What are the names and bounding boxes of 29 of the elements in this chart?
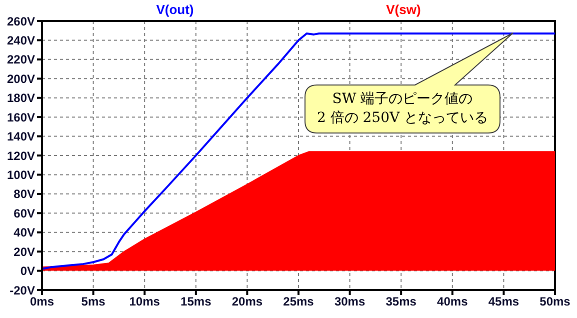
x-tick-label: 45ms <box>488 294 520 309</box>
x-tick-label: 25ms <box>283 294 314 309</box>
y-tick-label: 100V <box>6 168 35 182</box>
x-tick-label: 0ms <box>30 294 54 309</box>
annotation: SW 端子のピーク値の 2 倍の 250V となっている <box>316 90 490 128</box>
x-tick-label: 30ms <box>334 294 366 309</box>
y-tick-label: 260V <box>6 14 35 28</box>
y-tick-label: 140V <box>6 130 35 144</box>
x-tick-label: 35ms <box>386 294 417 309</box>
y-tick-label: 120V <box>6 148 35 163</box>
y-tick-label: 0V <box>20 264 35 278</box>
text: V(sw) <box>386 2 421 19</box>
x-tick-label: 10ms <box>129 294 160 309</box>
x-tick-label: 40ms <box>437 294 468 309</box>
y-tick-label: 180V <box>6 91 35 106</box>
y-tick-label: 240V <box>6 33 35 48</box>
y-tick-label: 80V <box>14 187 35 202</box>
x-tick-label: 5ms <box>81 294 106 309</box>
y-tick-label: 40V <box>14 226 35 240</box>
text: V(out) <box>156 2 194 19</box>
y-tick-label: -20V <box>10 283 35 298</box>
y-tick-label: 220V <box>6 52 35 67</box>
y-tick-label: 160V <box>6 110 35 124</box>
x-tick-label: 20ms <box>232 294 263 309</box>
y-tick-label: 20V <box>14 244 35 259</box>
x-tick-label: 15ms <box>180 294 212 309</box>
y-tick-label: 60V <box>14 206 35 220</box>
y-tick-label: 200V <box>6 72 35 86</box>
x-tick-label: 50ms <box>540 294 571 309</box>
